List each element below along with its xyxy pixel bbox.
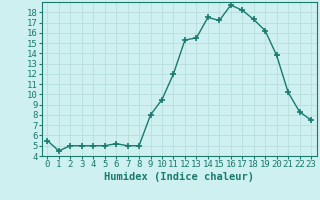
X-axis label: Humidex (Indice chaleur): Humidex (Indice chaleur) — [104, 172, 254, 182]
